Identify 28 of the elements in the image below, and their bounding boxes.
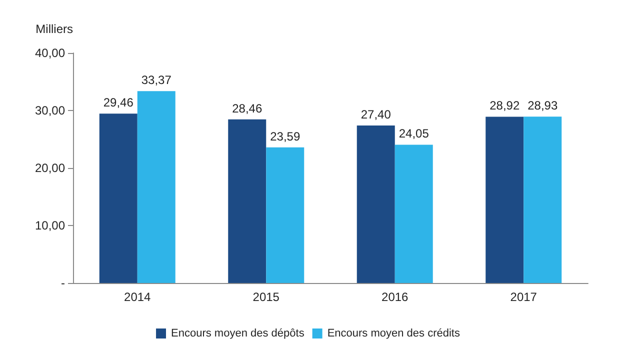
bar	[356, 125, 395, 283]
x-tick-label: 2017	[510, 290, 538, 304]
y-tick-label: 30,00	[34, 104, 66, 118]
legend-label: Encours moyen des dépôts	[171, 328, 305, 340]
legend-label: Encours moyen des crédits	[327, 328, 460, 340]
bar	[99, 114, 138, 283]
bar	[228, 119, 266, 283]
y-tick-label: 10,00	[34, 218, 66, 232]
bar	[394, 144, 433, 283]
bar	[486, 116, 524, 283]
x-tick-label: 2015	[252, 290, 280, 304]
data-label: 29,46	[103, 96, 134, 110]
data-label: 28,92	[490, 98, 520, 113]
data-label: 33,37	[141, 73, 172, 88]
data-label: 24,05	[398, 126, 430, 141]
data-label: 28,46	[232, 101, 262, 116]
data-label: 23,59	[270, 129, 300, 144]
y-tick-label: -	[61, 276, 65, 290]
y-tick-label: 20,00	[34, 161, 66, 175]
x-tick-label: 2016	[382, 290, 409, 304]
x-tick-label: 2014	[124, 290, 152, 304]
bar	[137, 91, 176, 283]
data-label: 28,93	[528, 98, 558, 113]
data-label: 27,40	[360, 107, 392, 122]
bar	[266, 147, 304, 283]
bar	[524, 116, 562, 283]
y-axis-title: Milliers	[36, 22, 73, 36]
y-tick-label: 40,00	[34, 46, 66, 60]
